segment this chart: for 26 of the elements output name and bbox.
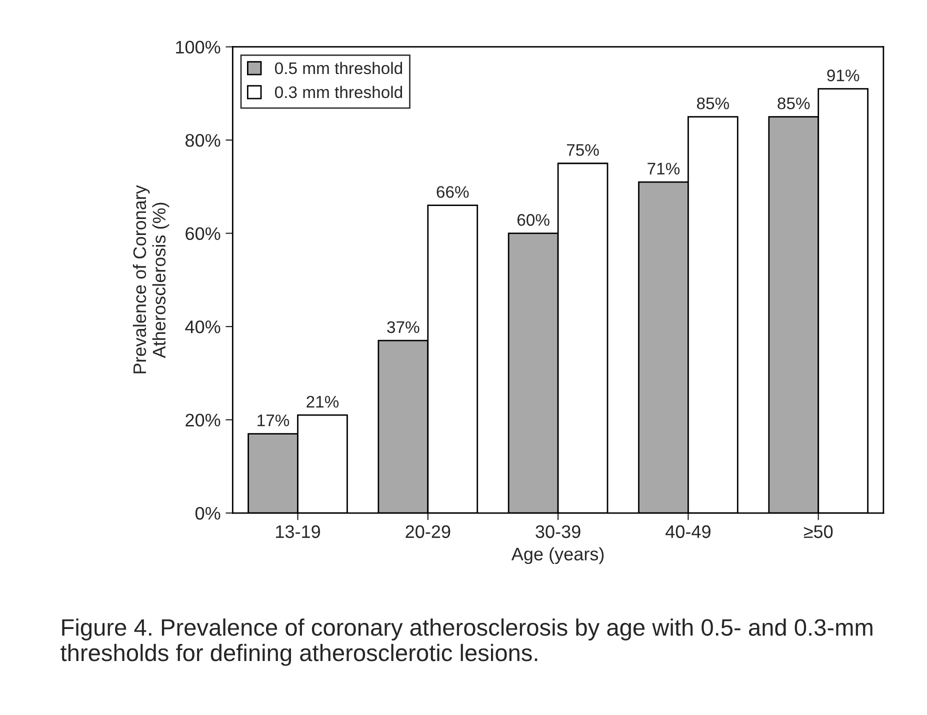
data-label: 21%	[306, 396, 339, 408]
y-tick-label: 0%	[195, 506, 220, 520]
x-tick-label: 30-39	[536, 525, 580, 538]
caption: Figure 4. Prevalence of coronary atherosclerosis by age with 0.5- and 0.3-mm thresholds for defining atherosclerotic lesions.	[60, 618, 872, 666]
y-tick-label: 80%	[186, 134, 220, 147]
data-label: 91%	[827, 70, 860, 82]
legend-label: 0.5 mm threshold	[274, 62, 402, 74]
x-tick-label: ≥50	[804, 525, 833, 538]
x-axis-title: Age (years)	[511, 547, 604, 564]
x-tick-label: 13-19	[276, 525, 320, 538]
y-tick-label: 20%	[186, 414, 220, 426]
data-label: 85%	[778, 97, 810, 110]
y-tick-label: 60%	[186, 227, 220, 240]
data-label: 71%	[648, 162, 680, 174]
data-label: 75%	[566, 144, 599, 156]
data-label: 66%	[436, 186, 469, 198]
y-tick-label: 100%	[176, 40, 220, 54]
y-tick-label: 40%	[185, 320, 220, 334]
legend-label: 0.3 mm threshold	[274, 86, 402, 98]
data-label: 17%	[258, 414, 290, 426]
y-axis-title: Prevalence of Coronary Atherosclerosis (%)	[132, 185, 170, 374]
x-tick-label: 20-29	[406, 525, 450, 538]
data-label: 60%	[517, 214, 550, 226]
data-label: 85%	[696, 97, 730, 110]
x-tick-label: 40-49	[666, 525, 710, 538]
data-label: 37%	[387, 321, 420, 334]
